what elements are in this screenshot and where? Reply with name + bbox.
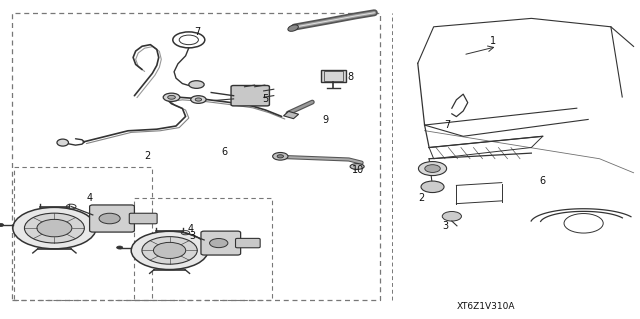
Text: XT6Z1V310A: XT6Z1V310A — [457, 302, 516, 311]
Text: 4: 4 — [86, 193, 93, 204]
Text: 2: 2 — [144, 151, 150, 161]
Circle shape — [116, 246, 123, 249]
Bar — [134, 198, 272, 300]
Bar — [321, 70, 346, 82]
Circle shape — [419, 161, 447, 175]
Circle shape — [189, 81, 204, 88]
Text: 10: 10 — [352, 165, 365, 175]
Ellipse shape — [57, 139, 68, 146]
Bar — [12, 13, 380, 300]
Circle shape — [195, 98, 202, 101]
Bar — [324, 71, 343, 81]
Circle shape — [421, 181, 444, 193]
Circle shape — [99, 213, 120, 224]
Ellipse shape — [350, 164, 364, 169]
Ellipse shape — [288, 25, 298, 31]
Circle shape — [442, 211, 461, 221]
Text: 3: 3 — [189, 231, 195, 241]
FancyBboxPatch shape — [201, 231, 241, 255]
Circle shape — [131, 231, 208, 270]
Circle shape — [163, 93, 180, 101]
Circle shape — [13, 207, 96, 249]
FancyBboxPatch shape — [236, 238, 260, 248]
FancyBboxPatch shape — [90, 205, 134, 232]
Bar — [14, 167, 152, 300]
Circle shape — [24, 213, 84, 243]
Bar — [284, 111, 299, 119]
Circle shape — [277, 155, 284, 158]
Circle shape — [191, 96, 206, 103]
Circle shape — [142, 237, 197, 264]
Circle shape — [0, 223, 4, 226]
FancyBboxPatch shape — [129, 213, 157, 224]
Circle shape — [273, 152, 288, 160]
Circle shape — [37, 219, 72, 237]
Text: 4: 4 — [188, 224, 194, 234]
FancyBboxPatch shape — [231, 85, 269, 106]
Text: 6: 6 — [221, 146, 227, 157]
Text: 1: 1 — [490, 36, 496, 46]
Text: 3: 3 — [442, 221, 448, 231]
Text: 2: 2 — [418, 193, 424, 203]
Text: 9: 9 — [322, 115, 328, 125]
Text: 6: 6 — [540, 176, 546, 186]
Circle shape — [425, 165, 440, 172]
Circle shape — [168, 95, 175, 99]
Text: 7: 7 — [444, 120, 451, 130]
Circle shape — [154, 242, 186, 258]
Text: 5: 5 — [262, 94, 269, 104]
Text: 8: 8 — [348, 72, 354, 82]
Text: 7: 7 — [194, 27, 200, 37]
Circle shape — [209, 239, 228, 248]
